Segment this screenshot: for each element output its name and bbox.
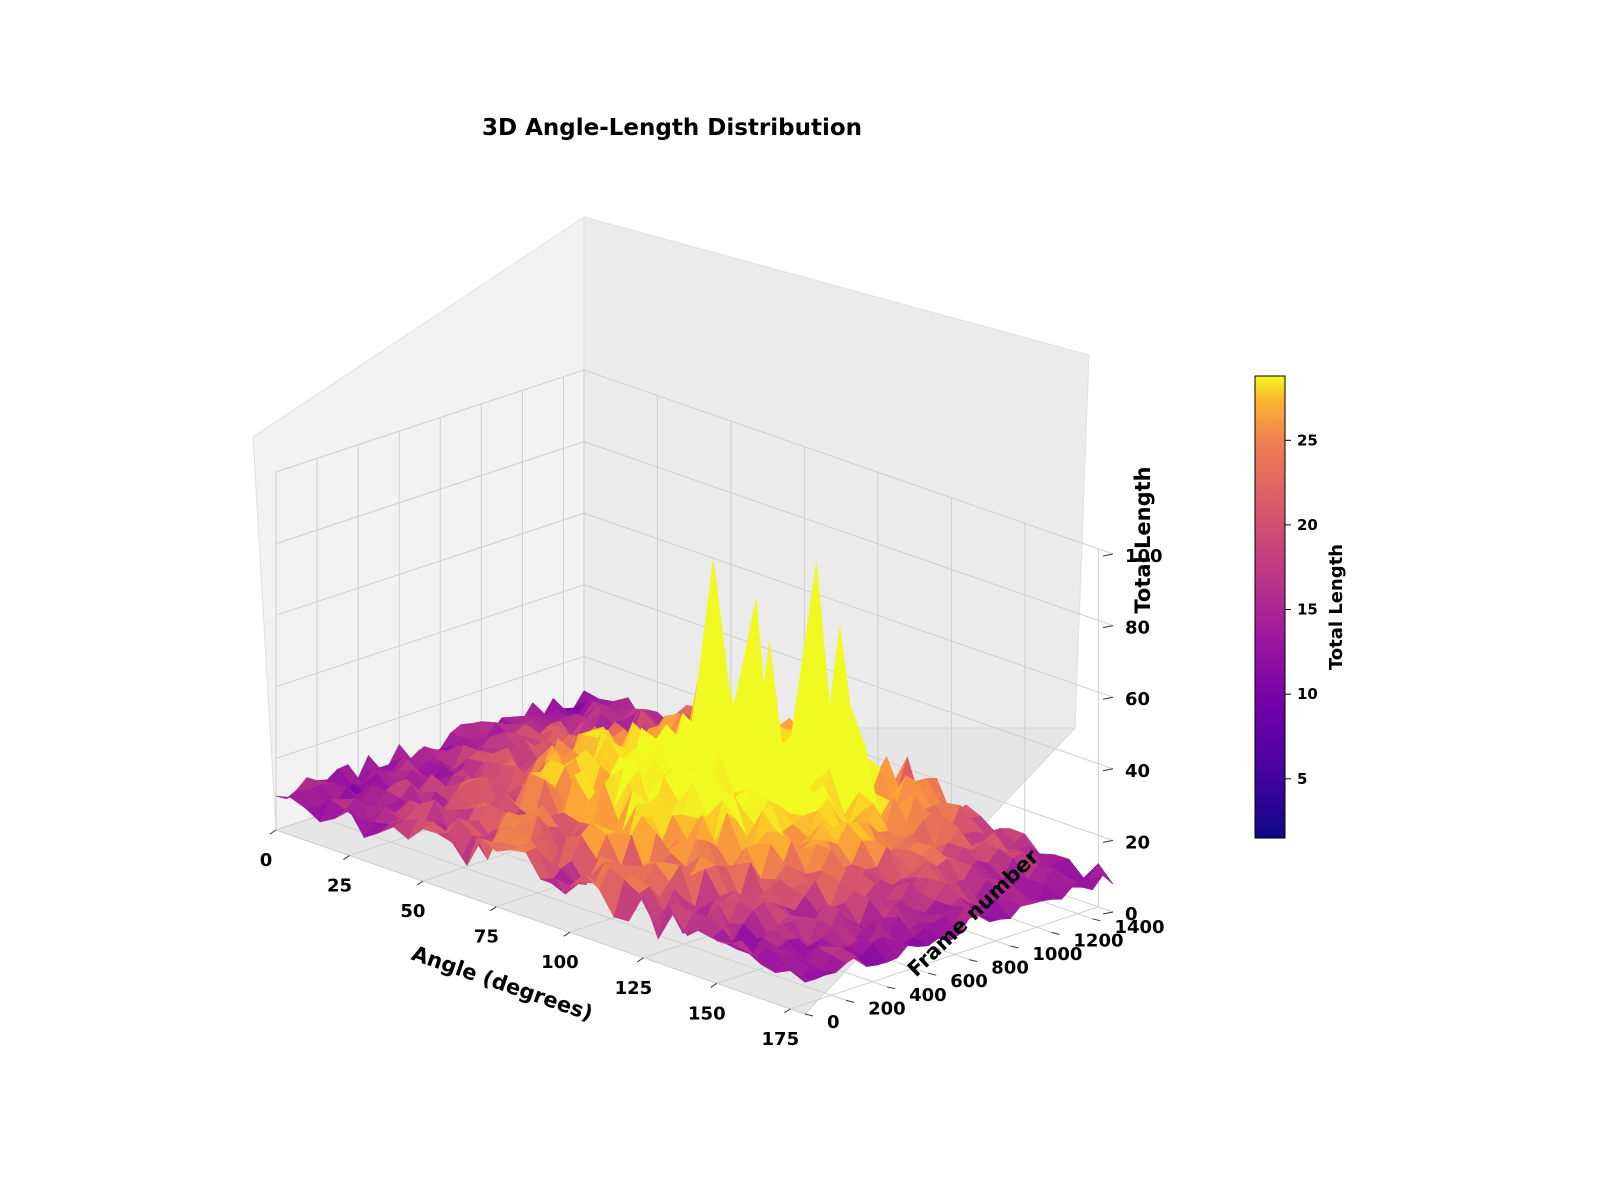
y-tick-label: 800 — [991, 958, 1029, 979]
x-tick-label: 75 — [474, 927, 499, 948]
z-tick-mark — [1102, 839, 1114, 843]
x-tick-mark — [710, 982, 718, 988]
z-tick-label: 80 — [1125, 618, 1150, 639]
y-tick-label: 1000 — [1032, 944, 1082, 965]
y-tick-mark — [1092, 918, 1101, 922]
x-tick-label: 100 — [541, 952, 579, 973]
surface-patch — [790, 970, 816, 983]
z-tick-mark — [1102, 696, 1114, 700]
y-tick-label: 1400 — [1114, 917, 1164, 938]
x-tick-mark — [269, 829, 277, 835]
z-tick-label: 100 — [1125, 546, 1163, 567]
x-tick-mark — [637, 957, 644, 963]
z-tick-mark — [1102, 768, 1114, 772]
colorbar-tick-label: 20 — [1297, 516, 1318, 534]
x-tick-label: 0 — [260, 850, 273, 871]
colorbar-ticks: 5 10 15 20 25 — [1285, 431, 1318, 788]
colorbar: 5 10 15 20 25 Total Length — [1254, 375, 1347, 839]
x-tick-label: 175 — [762, 1029, 800, 1050]
x-tick-label: 150 — [688, 1003, 726, 1024]
z-tick-label: 20 — [1125, 832, 1150, 853]
x-tick-mark — [490, 906, 497, 912]
y-tick-mark — [928, 972, 937, 976]
z-tick-mark — [1102, 553, 1114, 557]
axis-ticks: 0255075100125150175020040060080010001200… — [260, 546, 1165, 1050]
y-tick-mark — [1010, 945, 1019, 949]
z-tick-mark — [1102, 911, 1114, 915]
x-tick-mark — [416, 880, 424, 886]
colorbar-tick-label: 10 — [1297, 685, 1318, 703]
x-tick-label: 125 — [615, 978, 653, 999]
z-tick-mark — [1102, 625, 1114, 629]
z-tick-label: 40 — [1125, 761, 1150, 782]
y-tick-label: 1200 — [1073, 930, 1123, 951]
z-tick-label: 0 — [1125, 904, 1138, 925]
colorbar-gradient — [1254, 375, 1286, 839]
x-tick-mark — [563, 931, 571, 937]
x-tick-mark — [343, 855, 350, 860]
y-tick-mark — [804, 1013, 814, 1017]
y-tick-mark — [887, 986, 896, 990]
y-tick-label: 600 — [950, 971, 988, 992]
colorbar-tick-label: 25 — [1297, 431, 1318, 449]
x-tick-label: 50 — [400, 901, 425, 922]
y-tick-label: 400 — [909, 985, 947, 1006]
y-tick-mark — [1051, 931, 1060, 935]
colorbar-tick-label: 5 — [1297, 770, 1307, 788]
z-axis-label: Total Length — [1131, 466, 1155, 613]
x-tick-mark — [784, 1008, 791, 1014]
y-tick-label: 200 — [868, 998, 906, 1019]
chart-title: 3D Angle-Length Distribution — [482, 115, 862, 141]
z-tick-label: 60 — [1125, 689, 1150, 710]
colorbar-tick-label: 15 — [1297, 601, 1318, 619]
y-tick-mark — [845, 999, 855, 1003]
y-tick-label: 0 — [827, 1012, 840, 1033]
x-tick-label: 25 — [327, 876, 352, 897]
surface-plot — [275, 558, 1114, 983]
colorbar-label: Total Length — [1326, 544, 1347, 670]
y-tick-mark — [969, 959, 978, 963]
